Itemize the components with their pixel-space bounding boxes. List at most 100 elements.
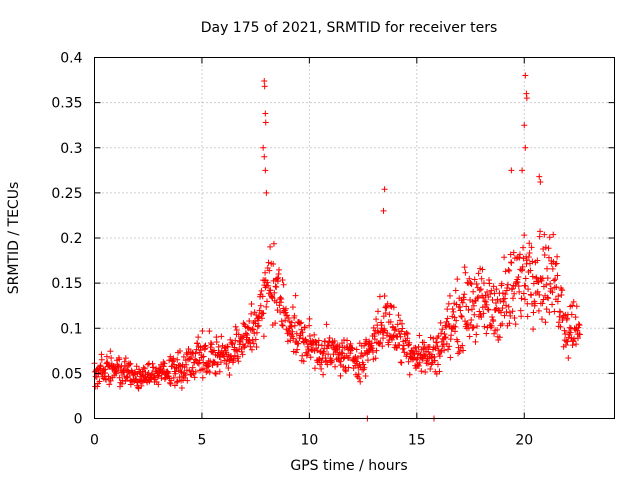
data-point	[480, 280, 487, 287]
data-point	[305, 347, 312, 354]
data-point	[572, 314, 579, 321]
data-point	[534, 257, 541, 264]
data-point	[502, 291, 509, 298]
data-point	[455, 350, 462, 357]
data-point	[452, 287, 459, 294]
data-point	[258, 287, 265, 294]
data-point	[415, 343, 422, 350]
data-point	[195, 360, 202, 367]
data-point	[255, 322, 262, 329]
data-point	[189, 364, 196, 371]
data-point	[141, 365, 148, 372]
data-point	[461, 291, 468, 298]
data-point	[305, 341, 312, 348]
data-point	[451, 314, 458, 321]
data-point	[427, 334, 434, 341]
data-point	[497, 322, 504, 329]
data-point	[436, 368, 443, 375]
data-point	[446, 343, 453, 350]
data-point	[216, 368, 223, 375]
data-point	[133, 376, 140, 383]
data-point	[486, 280, 493, 287]
data-point	[504, 284, 511, 291]
data-point	[253, 344, 260, 351]
data-point	[547, 285, 554, 292]
data-point	[454, 276, 461, 283]
data-point	[384, 330, 391, 337]
data-point	[116, 356, 123, 363]
data-point	[252, 320, 259, 327]
data-point	[383, 304, 390, 311]
data-point	[345, 354, 352, 361]
data-point	[230, 355, 237, 362]
data-point	[195, 334, 202, 341]
data-point	[390, 304, 397, 311]
data-point	[475, 294, 482, 301]
data-point	[122, 378, 129, 385]
data-point	[473, 331, 480, 338]
data-point	[499, 320, 506, 327]
y-tick-label: 0	[74, 412, 83, 428]
x-axis: 0 5 10 15 20	[90, 57, 533, 449]
data-point	[235, 358, 242, 365]
data-point	[339, 350, 346, 357]
data-point	[474, 295, 481, 302]
data-point	[186, 367, 193, 374]
data-point	[499, 305, 506, 312]
y-axis-label: SRMTID / TECUs	[6, 182, 22, 295]
data-point	[445, 346, 452, 353]
data-point	[170, 355, 177, 362]
data-point	[491, 330, 498, 337]
data-point	[261, 77, 268, 84]
data-point	[225, 364, 232, 371]
data-point	[380, 335, 387, 342]
data-point	[232, 337, 239, 344]
data-point	[510, 249, 517, 256]
data-point	[506, 320, 513, 327]
data-point	[444, 315, 451, 322]
data-point	[553, 260, 560, 267]
data-point	[492, 300, 499, 307]
data-point	[434, 361, 441, 368]
data-point	[539, 275, 546, 282]
data-point	[289, 328, 296, 335]
data-point	[427, 365, 434, 372]
data-point	[320, 371, 327, 378]
data-point	[404, 330, 411, 337]
data-point	[214, 361, 221, 368]
data-point	[371, 336, 378, 343]
x-tick-label: 10	[300, 433, 318, 449]
data-point	[323, 321, 330, 328]
data-point	[304, 351, 311, 358]
data-point	[345, 364, 352, 371]
data-point	[512, 321, 519, 328]
data-point	[433, 339, 440, 346]
data-point	[254, 323, 261, 330]
data-point	[558, 292, 565, 299]
x-tick-label: 5	[197, 433, 206, 449]
data-point	[373, 347, 380, 354]
data-point	[267, 243, 274, 250]
data-point	[494, 326, 501, 333]
data-point	[238, 335, 245, 342]
data-point	[250, 340, 257, 347]
data-point	[468, 316, 475, 323]
data-point	[259, 293, 266, 300]
data-point	[248, 310, 255, 317]
data-point	[473, 281, 480, 288]
data-point	[226, 371, 233, 378]
data-point	[280, 281, 287, 288]
data-point	[206, 328, 213, 335]
data-point	[484, 289, 491, 296]
data-point	[483, 330, 490, 337]
data-point	[173, 379, 180, 386]
data-point	[509, 308, 516, 315]
data-point	[98, 356, 105, 363]
y-tick-label: 0.05	[51, 366, 82, 382]
data-point	[376, 293, 383, 300]
data-point	[488, 323, 495, 330]
data-point	[544, 265, 551, 272]
data-point	[208, 341, 215, 348]
data-point	[208, 348, 215, 355]
